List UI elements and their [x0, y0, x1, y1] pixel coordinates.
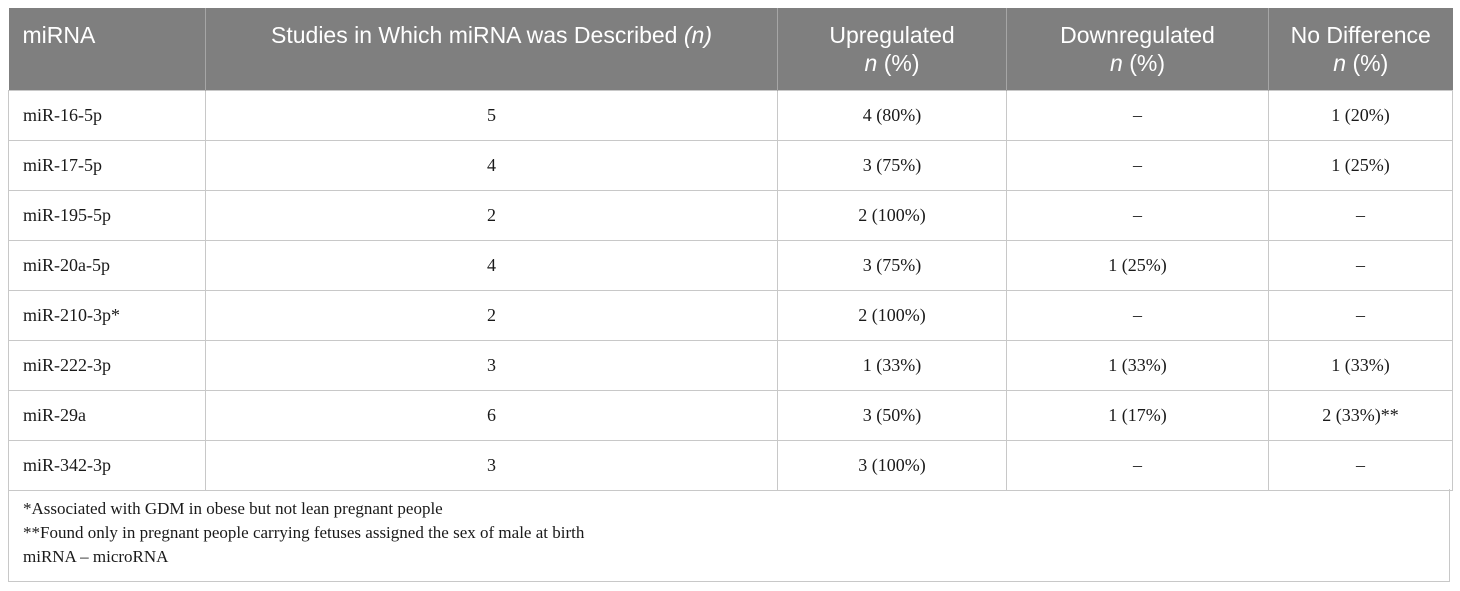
- header-no-difference-n: n: [1333, 50, 1347, 76]
- cell-mirna: miR-342-3p: [8, 440, 206, 491]
- header-studies-n: (n): [683, 22, 712, 48]
- header-downregulated-pct: (%): [1122, 50, 1165, 76]
- cell-mirna: miR-16-5p: [8, 90, 206, 141]
- cell-no-difference: –: [1268, 440, 1453, 491]
- table-row: miR-342-3p 3 3 (100%) – –: [8, 440, 1453, 491]
- cell-upregulated: 3 (100%): [777, 440, 1007, 491]
- cell-no-difference: 1 (33%): [1268, 340, 1453, 391]
- header-no-difference: No Difference n (%): [1268, 8, 1453, 91]
- cell-studies: 2: [205, 290, 778, 341]
- cell-upregulated: 2 (100%): [777, 190, 1007, 241]
- cell-studies: 2: [205, 190, 778, 241]
- table-row: miR-210-3p* 2 2 (100%) – –: [8, 290, 1453, 341]
- header-studies: Studies in Which miRNA was Described (n): [205, 8, 778, 91]
- cell-downregulated: 1 (17%): [1006, 390, 1269, 441]
- cell-no-difference: –: [1268, 290, 1453, 341]
- cell-studies: 3: [205, 440, 778, 491]
- cell-downregulated: –: [1006, 140, 1269, 191]
- footnote-asterisk: *Associated with GDM in obese but not le…: [23, 499, 443, 518]
- cell-no-difference: 2 (33%)**: [1268, 390, 1453, 441]
- cell-mirna: miR-222-3p: [8, 340, 206, 391]
- cell-studies: 5: [205, 90, 778, 141]
- header-downregulated: Downregulated n (%): [1006, 8, 1269, 91]
- cell-upregulated: 1 (33%): [777, 340, 1007, 391]
- cell-downregulated: –: [1006, 440, 1269, 491]
- cell-mirna: miR-210-3p*: [8, 290, 206, 341]
- cell-no-difference: 1 (20%): [1268, 90, 1453, 141]
- header-no-difference-pct: (%): [1346, 50, 1389, 76]
- cell-studies: 4: [205, 240, 778, 291]
- header-upregulated-n: n: [864, 50, 878, 76]
- cell-no-difference: 1 (25%): [1268, 140, 1453, 191]
- cell-no-difference: –: [1268, 190, 1453, 241]
- table-footnotes: *Associated with GDM in obese but not le…: [8, 489, 1450, 582]
- header-upregulated-pct: (%): [877, 50, 920, 76]
- mirna-table: miRNA Studies in Which miRNA was Describ…: [8, 8, 1453, 491]
- cell-mirna: miR-29a: [8, 390, 206, 441]
- cell-studies: 3: [205, 340, 778, 391]
- table-row: miR-222-3p 3 1 (33%) 1 (33%) 1 (33%): [8, 340, 1453, 391]
- header-upregulated: Upregulated n (%): [777, 8, 1007, 91]
- header-upregulated-label: Upregulated: [829, 22, 955, 48]
- cell-no-difference: –: [1268, 240, 1453, 291]
- footnote-double-asterisk: **Found only in pregnant people carrying…: [23, 523, 585, 542]
- table-row: miR-17-5p 4 3 (75%) – 1 (25%): [8, 140, 1453, 191]
- cell-upregulated: 3 (75%): [777, 140, 1007, 191]
- cell-mirna: miR-20a-5p: [8, 240, 206, 291]
- cell-studies: 4: [205, 140, 778, 191]
- header-downregulated-n: n: [1110, 50, 1123, 76]
- cell-downregulated: 1 (33%): [1006, 340, 1269, 391]
- table-header-row: miRNA Studies in Which miRNA was Describ…: [8, 8, 1453, 91]
- footnote-abbreviation: miRNA – microRNA: [23, 547, 169, 566]
- cell-upregulated: 2 (100%): [777, 290, 1007, 341]
- table-row: miR-20a-5p 4 3 (75%) 1 (25%) –: [8, 240, 1453, 291]
- cell-downregulated: –: [1006, 90, 1269, 141]
- cell-mirna: miR-17-5p: [8, 140, 206, 191]
- cell-upregulated: 3 (50%): [777, 390, 1007, 441]
- header-mirna-label: miRNA: [22, 22, 96, 48]
- cell-mirna: miR-195-5p: [8, 190, 206, 241]
- header-downregulated-label: Downregulated: [1060, 22, 1215, 48]
- cell-downregulated: –: [1006, 290, 1269, 341]
- header-mirna: miRNA: [8, 8, 206, 91]
- cell-studies: 6: [205, 390, 778, 441]
- table-row: miR-29a 6 3 (50%) 1 (17%) 2 (33%)**: [8, 390, 1453, 441]
- cell-upregulated: 4 (80%): [777, 90, 1007, 141]
- header-no-difference-label: No Difference: [1290, 22, 1431, 48]
- cell-downregulated: –: [1006, 190, 1269, 241]
- header-studies-label: Studies in Which miRNA was Described: [271, 22, 684, 48]
- cell-upregulated: 3 (75%): [777, 240, 1007, 291]
- table-row: miR-195-5p 2 2 (100%) – –: [8, 190, 1453, 241]
- table-row: miR-16-5p 5 4 (80%) – 1 (20%): [8, 90, 1453, 141]
- cell-downregulated: 1 (25%): [1006, 240, 1269, 291]
